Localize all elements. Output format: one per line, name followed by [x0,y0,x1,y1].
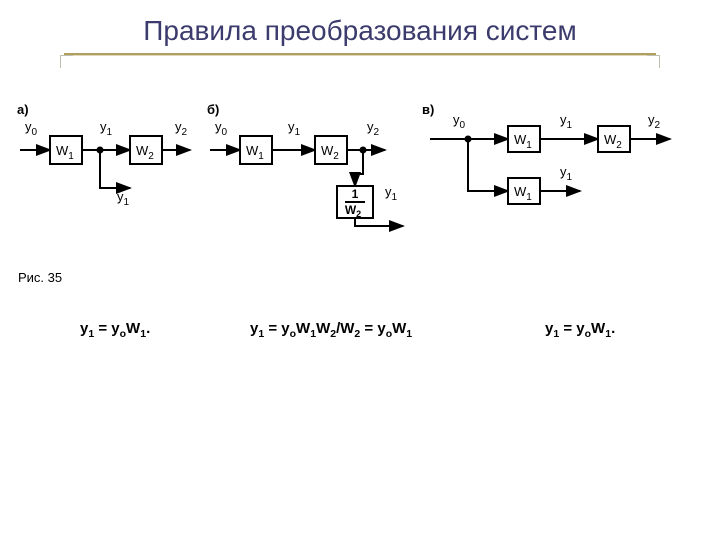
svg-text:y0: y0 [453,112,466,131]
title-underline [64,53,656,56]
svg-text:в): в) [422,102,434,117]
svg-text:б): б) [207,102,219,117]
svg-text:1: 1 [352,187,359,201]
title-area: Правила преобразования систем [0,0,720,56]
svg-text:y1: y1 [288,119,301,138]
svg-text:а): а) [17,102,29,117]
figure-caption: Рис. 35 [18,270,62,285]
svg-text:y2: y2 [175,119,188,138]
svg-text:y0: y0 [215,119,228,138]
equation-b: y1 = yoW1W2/W2 = yoW1 [250,320,412,340]
svg-text:y1: y1 [100,119,113,138]
svg-text:y1: y1 [560,112,573,131]
svg-text:y1: y1 [560,164,573,183]
svg-text:y2: y2 [367,119,380,138]
corner-decoration-tr [647,55,660,68]
svg-text:y2: y2 [648,112,661,131]
svg-text:y1: y1 [117,189,130,208]
block-diagram: а)W1W2y0y1y2y1б)W1W21W2y0y1y2y1в)W1W2W1y… [0,96,720,276]
page-title: Правила преобразования систем [60,15,660,53]
svg-text:y1: y1 [385,184,398,203]
equation-a: y1 = yoW1. [80,320,150,340]
equation-c: y1 = yoW1. [545,320,615,340]
corner-decoration-tl [60,55,73,68]
svg-text:y0: y0 [25,119,38,138]
diagram-svg: а)W1W2y0y1y2y1б)W1W21W2y0y1y2y1в)W1W2W1y… [0,96,720,276]
